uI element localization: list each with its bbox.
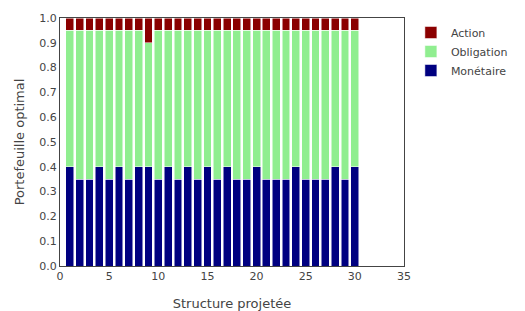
svg-text:Monétaire: Monétaire xyxy=(451,65,506,78)
svg-text:30: 30 xyxy=(348,270,362,283)
svg-text:0.0: 0.0 xyxy=(39,260,57,273)
svg-text:1.0: 1.0 xyxy=(39,12,57,25)
svg-text:Portefeuille optimal: Portefeuille optimal xyxy=(12,79,27,206)
svg-text:0.9: 0.9 xyxy=(39,37,57,50)
svg-text:15: 15 xyxy=(200,270,214,283)
svg-text:Action: Action xyxy=(451,27,485,40)
svg-text:0.4: 0.4 xyxy=(39,161,57,174)
svg-text:0.8: 0.8 xyxy=(39,61,57,74)
svg-text:0.6: 0.6 xyxy=(39,111,57,124)
svg-text:10: 10 xyxy=(151,270,165,283)
svg-text:Obligation: Obligation xyxy=(451,46,508,59)
svg-text:25: 25 xyxy=(299,270,313,283)
svg-text:35: 35 xyxy=(397,270,411,283)
svg-text:0: 0 xyxy=(57,270,64,283)
svg-text:0.2: 0.2 xyxy=(39,210,57,223)
svg-text:20: 20 xyxy=(250,270,264,283)
svg-text:0.7: 0.7 xyxy=(39,86,57,99)
svg-text:0.1: 0.1 xyxy=(39,235,57,248)
svg-text:0.3: 0.3 xyxy=(39,185,57,198)
svg-text:Structure projetée: Structure projetée xyxy=(173,296,292,311)
svg-text:5: 5 xyxy=(106,270,113,283)
svg-text:0.5: 0.5 xyxy=(39,136,57,149)
